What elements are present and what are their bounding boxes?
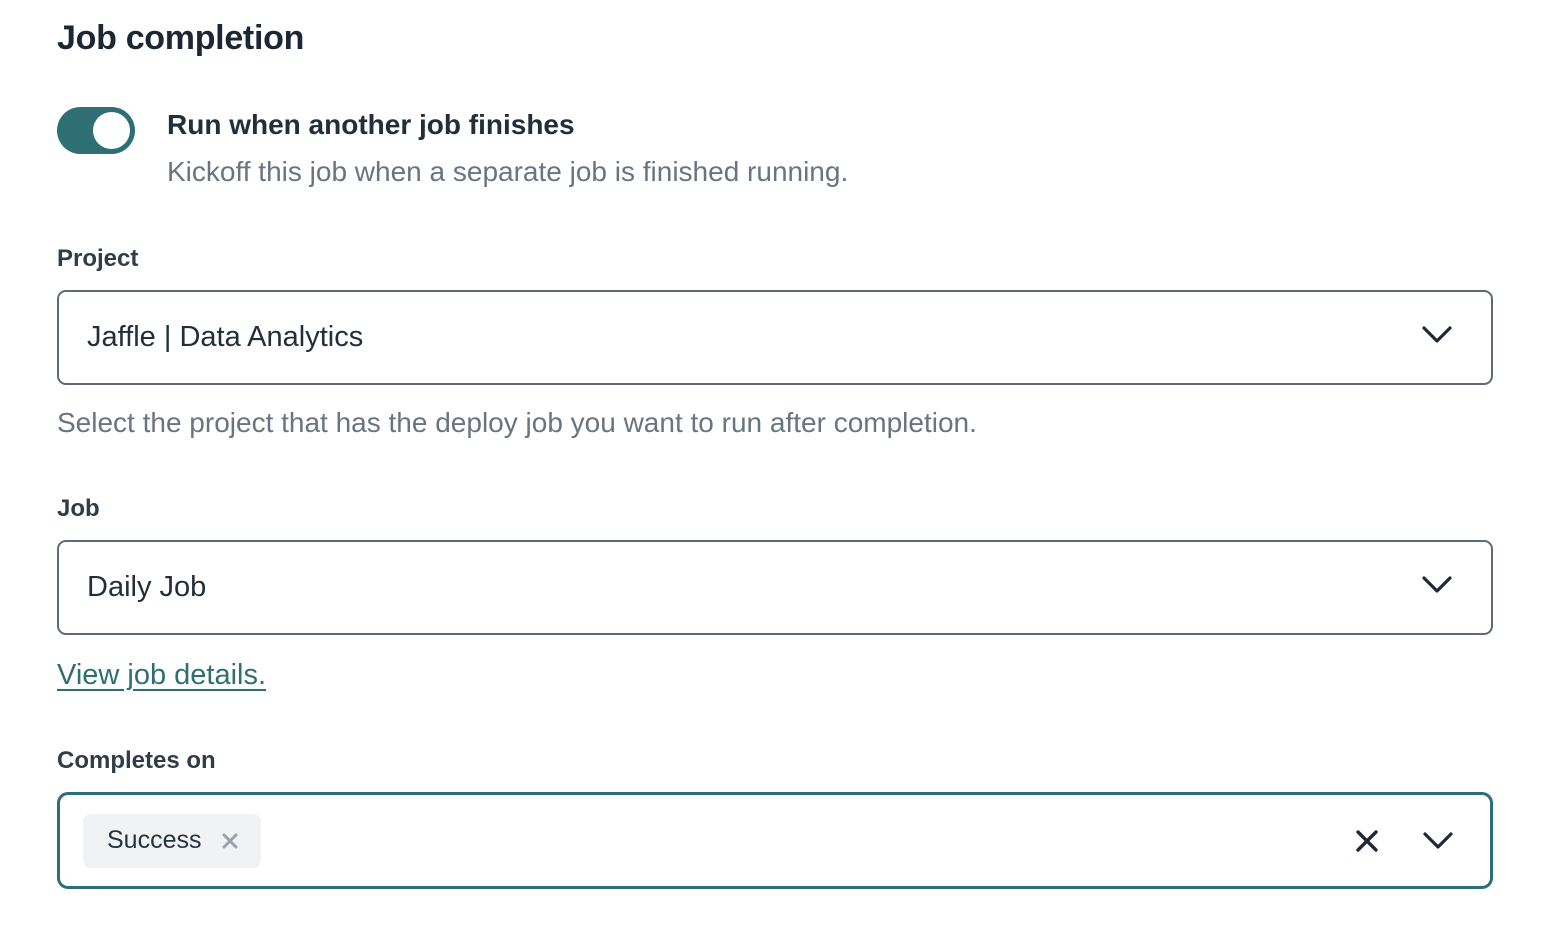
job-select[interactable]: Daily Job	[57, 540, 1493, 636]
chip-label: Success	[107, 826, 202, 855]
chevron-down-icon	[1421, 325, 1453, 350]
job-select-value: Daily Job	[87, 571, 207, 604]
chip-success: Success	[83, 813, 262, 868]
project-select[interactable]: Jaffle | Data Analytics	[57, 290, 1493, 386]
project-field: Project Jaffle | Data Analytics Select t…	[57, 245, 1493, 439]
run-when-job-finishes-toggle[interactable]	[57, 106, 135, 154]
toggle-label: Run when another job finishes	[167, 108, 575, 140]
toggle-knob	[93, 111, 130, 149]
chevron-down-icon	[1421, 575, 1453, 600]
project-label: Project	[57, 245, 139, 273]
chevron-down-icon[interactable]	[1422, 831, 1454, 851]
clear-x-icon[interactable]	[1353, 827, 1381, 855]
page-title: Job completion	[57, 19, 305, 57]
job-completion-settings-panel: Job completion Run when another job fini…	[57, 19, 1493, 890]
completes-on-label: Completes on	[57, 747, 216, 775]
project-select-value: Jaffle | Data Analytics	[87, 321, 364, 354]
completes-on-multiselect[interactable]: Success	[57, 792, 1493, 890]
job-field: Job Daily Job View job details.	[57, 495, 1493, 692]
project-helper-text: Select the project that has the deploy j…	[57, 407, 977, 439]
completes-on-field: Completes on Success	[57, 747, 1493, 890]
job-label: Job	[57, 495, 100, 523]
chip-remove-x-icon[interactable]	[221, 832, 239, 850]
selected-chips: Success	[83, 813, 1353, 868]
run-when-job-finishes-row: Run when another job finishes Kickoff th…	[57, 106, 1493, 188]
view-job-details-link[interactable]: View job details.	[57, 659, 267, 692]
toggle-description: Kickoff this job when a separate job is …	[167, 155, 849, 187]
